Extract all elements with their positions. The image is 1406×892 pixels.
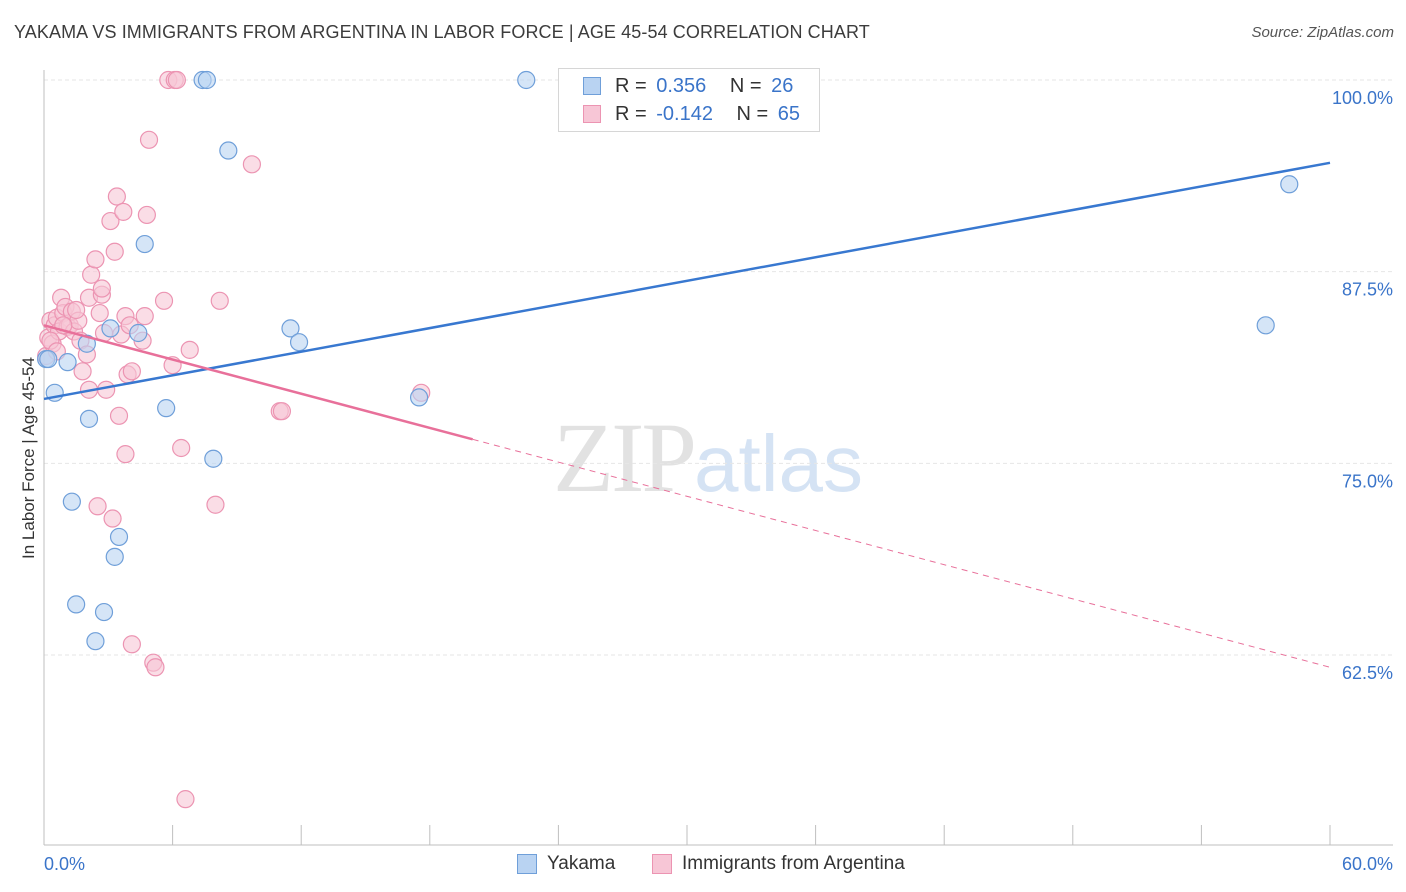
argentina-point-35	[116, 445, 135, 464]
argentina-point-31	[109, 406, 129, 425]
argentina-point-53	[180, 340, 199, 359]
argentina-point-25	[92, 279, 111, 298]
source-label: Source: ZipAtlas.com	[1251, 24, 1394, 41]
yakama-point-22	[517, 70, 536, 90]
argentina-point-38	[122, 362, 141, 381]
legend-yakama-label: Yakama	[547, 853, 616, 874]
argentina-swatch	[583, 105, 601, 123]
x-tick-label-max: 60.0%	[1342, 854, 1393, 874]
watermark: ZIPatlas	[553, 400, 863, 515]
yakama-point-6	[77, 334, 96, 353]
yakama-point-18	[219, 141, 238, 160]
yakama-point-21	[409, 388, 429, 407]
watermark-atlas: atlas	[694, 419, 863, 508]
argentina-point-45	[146, 658, 165, 677]
argentina-point-50	[167, 70, 186, 90]
argentina-point-21	[86, 250, 105, 269]
argentina-point-58	[272, 402, 292, 421]
argentina-point-62	[67, 300, 86, 320]
argentina-point-22	[88, 497, 107, 516]
argentina-point-27	[101, 211, 120, 231]
yakama-n-value: 26	[771, 74, 794, 97]
argentina-point-54	[206, 495, 225, 514]
argentina-trend-line-dashed	[472, 438, 1331, 668]
yakama-point-5	[79, 409, 99, 428]
legend-item-argentina[interactable]: Immigrants from Argentina	[652, 852, 905, 876]
yakama-point-9	[101, 319, 120, 338]
argentina-point-56	[242, 155, 262, 174]
yakama-point-8	[94, 602, 114, 622]
argentina-point-33	[114, 202, 133, 221]
yakama-n-label: N =	[729, 74, 762, 97]
bottom-legend: Yakama Immigrants from Argentina	[0, 852, 1406, 876]
argentina-point-46	[154, 291, 174, 310]
argentina-point-28	[103, 509, 122, 528]
yakama-point-7	[86, 632, 105, 651]
argentina-r-label: R =	[615, 102, 647, 125]
x-tick-label-min: 0.0%	[44, 854, 85, 874]
argentina-point-51	[172, 438, 191, 458]
y-tick-label-3: 100.0%	[1332, 88, 1393, 108]
yakama-r-label: R =	[615, 74, 647, 97]
yakama-trend-line	[43, 161, 1331, 401]
yakama-point-17	[204, 449, 223, 468]
y-tick-label-1: 75.0%	[1342, 471, 1393, 491]
argentina-n-value: 65	[777, 102, 801, 125]
y-axis-label: In Labor Force | Age 45-54	[19, 357, 38, 559]
y-tick-label-0: 62.5%	[1342, 663, 1393, 683]
y-tick-label-2: 87.5%	[1342, 280, 1393, 300]
chart-title: YAKAMA VS IMMIGRANTS FROM ARGENTINA IN L…	[14, 22, 870, 42]
argentina-point-42	[137, 205, 156, 225]
yakama-point-25	[39, 349, 58, 369]
argentina-n-label: N =	[736, 102, 769, 125]
yakama-point-13	[135, 234, 154, 254]
yakama-point-12	[129, 323, 148, 343]
yakama-point-20	[289, 333, 309, 352]
yakama-point-10	[105, 547, 124, 566]
legend-yakama-swatch	[517, 854, 537, 874]
watermark-zip: ZIP	[553, 402, 697, 513]
argentina-point-29	[105, 242, 124, 261]
yakama-point-4	[67, 595, 86, 614]
yakama-point-24	[1280, 175, 1299, 194]
argentina-point-41	[135, 307, 154, 326]
argentina-point-30	[107, 187, 126, 206]
legend-argentina-label: Immigrants from Argentina	[682, 853, 905, 874]
yakama-point-3	[62, 492, 81, 511]
yakama-swatch	[583, 77, 601, 95]
yakama-point-2	[58, 353, 77, 372]
argentina-point-52	[176, 790, 195, 809]
yakama-point-19	[281, 319, 300, 338]
argentina-point-23	[90, 303, 109, 323]
argentina-r-value: -0.142	[656, 102, 713, 125]
argentina-trend-line	[43, 324, 473, 441]
argentina-point-43	[139, 130, 159, 149]
yakama-point-14	[157, 399, 176, 418]
legend-item-yakama[interactable]: Yakama	[517, 852, 615, 876]
argentina-point-55	[210, 291, 229, 310]
argentina-point-39	[122, 635, 141, 654]
argentina-point-16	[73, 362, 92, 381]
yakama-point-11	[109, 527, 129, 547]
yakama-point-16	[197, 70, 216, 90]
argentina-point-20	[82, 265, 101, 284]
legend-argentina-swatch	[652, 854, 672, 874]
yakama-point-23	[1256, 316, 1275, 335]
yakama-r-value: 0.356	[656, 74, 707, 97]
stats-legend: R = 0.356 N = 26 R = -0.142 N = 65	[558, 68, 820, 132]
